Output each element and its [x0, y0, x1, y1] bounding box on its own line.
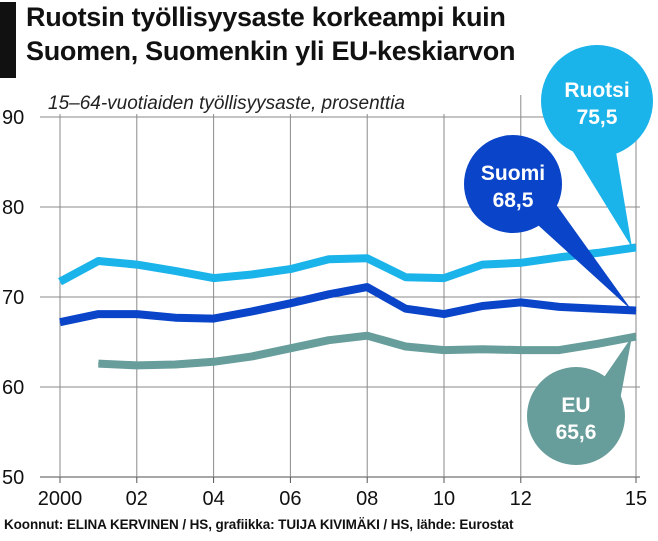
data-point-suomi-2007: [328, 293, 330, 295]
callout-bubble-eu: [527, 367, 625, 465]
data-point-eu-2004: [213, 361, 215, 363]
data-point-eu-2009: [405, 346, 407, 347]
data-point-eu-2012: [520, 349, 522, 351]
data-point-eu-2011: [481, 348, 483, 350]
x-tick-label-08: 08: [356, 488, 378, 510]
data-point-eu-2007: [328, 339, 330, 341]
series-label-suomi: Suomi: [481, 162, 545, 185]
series-line-ruotsi: [58, 243, 637, 286]
data-point-eu-2015: [635, 336, 637, 338]
series-value-ruotsi: 75,5: [577, 106, 618, 129]
data-point-eu-2010: [443, 349, 445, 351]
series-label-ruotsi: Ruotsi: [564, 79, 629, 102]
data-point-suomi-2002: [136, 313, 138, 315]
chart-title: Ruotsin työllisyysaste korkeampi kuin Su…: [26, 0, 515, 68]
data-point-ruotsi-2009: [405, 276, 407, 278]
data-point-ruotsi-2005: [251, 274, 253, 275]
data-point-ruotsi-2015: [635, 247, 637, 248]
x-tick-label-12: 12: [510, 488, 532, 510]
data-point-ruotsi-2008: [366, 257, 368, 259]
data-point-eu-2013: [558, 349, 560, 351]
chart-subtitle: 15–64-vuotiaiden työllisyysaste, prosent…: [48, 93, 405, 114]
data-point-eu-2003: [174, 364, 176, 365]
data-point-suomi-2010: [443, 313, 445, 315]
callout-bubble-suomi: [464, 135, 562, 233]
data-point-suomi-2000: [59, 321, 61, 323]
data-point-ruotsi-2000: [59, 281, 61, 283]
data-point-ruotsi-2007: [328, 258, 330, 260]
chart-title-line-2: Suomen, Suomenkin yli EU-keskiarvon: [26, 36, 516, 66]
series-value-eu: 65,6: [556, 421, 597, 444]
x-tick-label-15: 15: [625, 488, 647, 510]
x-tick-label-2000: 2000: [38, 488, 83, 510]
y-tick-label-90: 90: [2, 107, 24, 129]
data-point-eu-2002: [136, 364, 138, 366]
y-tick-label-50: 50: [2, 467, 24, 489]
data-point-suomi-2013: [558, 306, 560, 308]
x-tick-label-06: 06: [279, 488, 301, 510]
data-point-suomi-2011: [481, 305, 483, 307]
series-label-eu: EU: [561, 394, 590, 417]
data-point-ruotsi-2014: [597, 252, 599, 254]
data-point-suomi-2004: [213, 318, 215, 320]
data-point-suomi-2006: [289, 302, 291, 304]
data-point-suomi-2012: [520, 301, 522, 303]
callout-pointer-ruotsi: [572, 140, 632, 248]
callout-pointer-suomi: [528, 196, 632, 311]
data-point-ruotsi-2013: [558, 256, 560, 258]
data-point-suomi-2005: [251, 310, 253, 312]
data-point-eu-2008: [366, 335, 368, 337]
y-tick-label-80: 80: [2, 197, 24, 219]
data-point-ruotsi-2006: [289, 268, 291, 270]
data-point-suomi-2008: [366, 286, 368, 288]
subtitle-background: [44, 90, 448, 114]
x-tick-label-04: 04: [202, 488, 224, 510]
data-point-eu-2001: [97, 363, 99, 365]
data-point-ruotsi-2001: [97, 260, 99, 262]
y-tick-label-70: 70: [2, 287, 24, 309]
data-point-suomi-2003: [174, 317, 176, 319]
data-point-ruotsi-2004: [213, 277, 215, 279]
data-point-suomi-2009: [405, 308, 407, 310]
series-line-suomi: [59, 283, 637, 327]
data-point-eu-2014: [597, 343, 599, 345]
data-point-eu-2006: [289, 347, 291, 349]
title-bar: [0, 2, 16, 78]
data-point-suomi-2001: [97, 313, 99, 315]
data-point-suomi-2014: [597, 308, 599, 310]
y-tick-label-60: 60: [2, 377, 24, 399]
data-point-ruotsi-2002: [136, 264, 138, 266]
data-point-suomi-2015: [635, 310, 637, 311]
data-point-ruotsi-2012: [520, 262, 522, 264]
series-value-suomi: 68,5: [493, 189, 534, 212]
data-point-ruotsi-2010: [443, 277, 445, 279]
data-point-eu-2005: [251, 355, 253, 357]
x-tick-label-02: 02: [126, 488, 148, 510]
chart-footer: Koonnut: ELINA KERVINEN / HS, grafiikka:…: [4, 517, 514, 532]
callout-bubble-ruotsi: [541, 45, 653, 157]
x-tick-label-10: 10: [433, 488, 455, 510]
data-point-ruotsi-2003: [174, 270, 176, 272]
chart-title-line-1: Ruotsin työllisyysaste korkeampi kuin: [26, 2, 506, 32]
data-point-ruotsi-2011: [481, 264, 483, 266]
